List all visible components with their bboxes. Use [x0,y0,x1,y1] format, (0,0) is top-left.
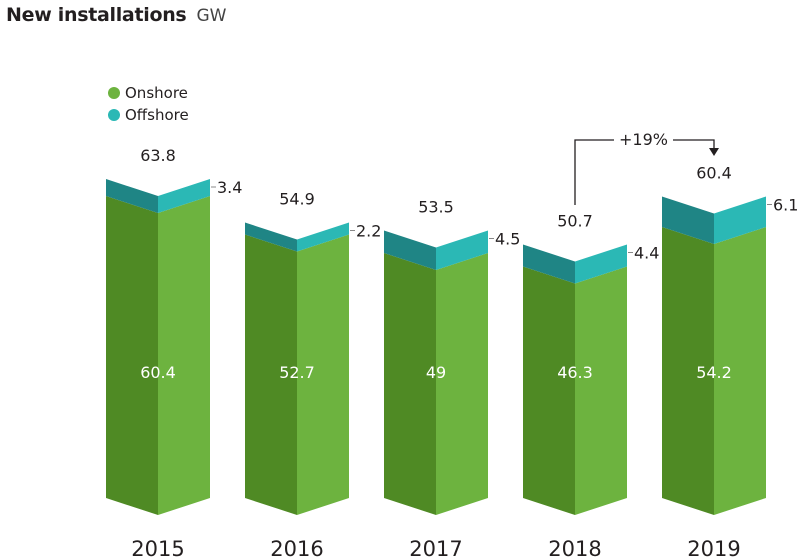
bar-offshore-right-2015 [158,179,210,213]
label-onshore-2017: 49 [426,363,446,382]
bar-offshore-right-2017 [436,230,488,270]
label-onshore-2018: 46.3 [557,363,593,382]
bar-onshore-right-2018 [575,266,627,515]
label-offshore-2015: 3.4 [217,178,242,197]
x-tick-2018: 2018 [548,537,601,559]
legend-item-onshore: Onshore [108,82,189,104]
chart-title: New installations GW [6,4,226,26]
annotation-line-right [673,139,715,150]
x-tick-2019: 2019 [687,537,740,559]
annotation-arrowhead [709,148,719,156]
legend-swatch-onshore [108,87,120,99]
bar-offshore-left-2018 [523,244,575,284]
bar-onshore-left-2015 [106,196,158,515]
annotation-label: +19% [619,130,668,149]
bar-offshore-left-2017 [384,230,436,270]
label-offshore-2019: 6.1 [773,196,798,215]
label-onshore-2015: 60.4 [140,363,176,382]
legend: Onshore Offshore [108,82,189,126]
label-onshore-2019: 54.2 [696,363,732,382]
bar-onshore-right-2017 [436,253,488,515]
annotation-line-left [574,139,614,205]
label-offshore-2017: 4.5 [495,230,520,249]
legend-label-onshore: Onshore [125,84,188,102]
x-tick-2016: 2016 [270,537,323,559]
chart-title-unit: GW [196,6,227,26]
x-tick-2015: 2015 [131,537,184,559]
chart-title-main: New installations [6,4,187,26]
legend-swatch-offshore [108,109,120,121]
bar-onshore-right-2019 [714,227,766,515]
label-total-2016: 54.9 [279,190,315,209]
legend-item-offshore: Offshore [108,104,189,126]
label-total-2018: 50.7 [557,212,593,231]
bar-offshore-left-2019 [662,196,714,244]
label-total-2019: 60.4 [696,164,732,183]
bar-onshore-left-2018 [523,266,575,515]
bar-onshore-right-2015 [158,196,210,515]
bar-offshore-left-2015 [106,179,158,213]
bar-offshore-right-2019 [714,196,766,244]
bar-offshore-right-2018 [575,244,627,284]
bar-onshore-left-2019 [662,227,714,515]
label-onshore-2016: 52.7 [279,363,315,382]
bar-offshore-right-2016 [297,222,349,252]
label-total-2015: 63.8 [140,146,176,165]
x-tick-2017: 2017 [409,537,462,559]
bar-onshore-left-2016 [245,234,297,515]
bar-onshore-right-2016 [297,234,349,515]
bar-offshore-left-2016 [245,222,297,252]
label-offshore-2018: 4.4 [634,244,659,263]
label-total-2017: 53.5 [418,198,454,217]
legend-label-offshore: Offshore [125,106,189,124]
label-offshore-2016: 2.2 [356,222,381,241]
bar-onshore-left-2017 [384,253,436,515]
